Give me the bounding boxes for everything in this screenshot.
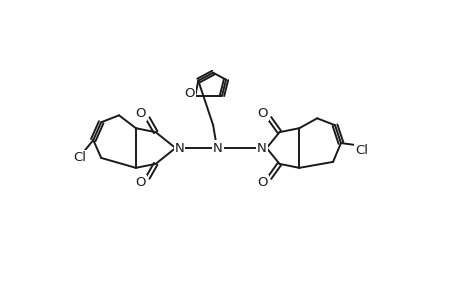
Text: N: N (256, 142, 266, 154)
Text: O: O (184, 87, 194, 100)
Text: O: O (135, 176, 146, 189)
Text: Cl: Cl (73, 152, 86, 164)
Text: O: O (257, 107, 267, 120)
Text: N: N (213, 142, 223, 154)
Text: N: N (174, 142, 184, 154)
Text: Cl: Cl (354, 143, 368, 157)
Text: O: O (257, 176, 267, 189)
Text: O: O (135, 107, 146, 120)
